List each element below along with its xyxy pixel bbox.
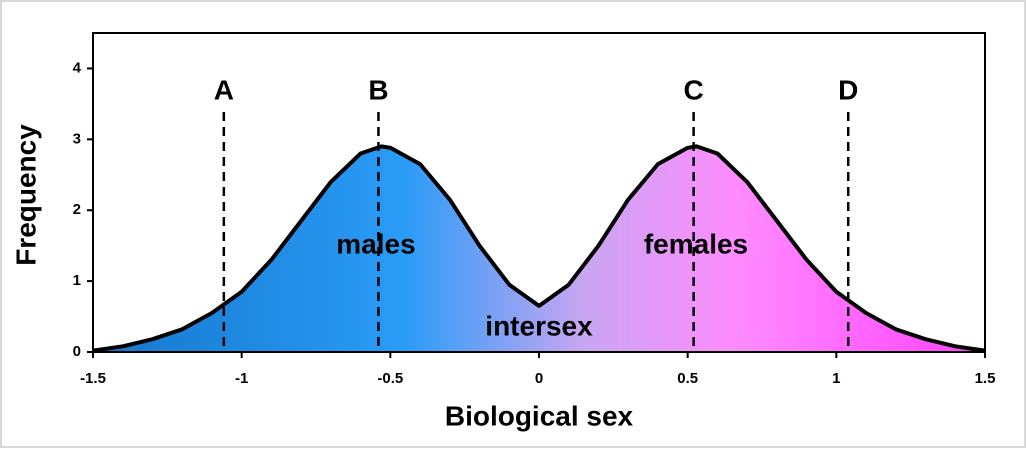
- curve: [92, 144, 986, 353]
- x-tick-label: 0.5: [677, 370, 698, 387]
- y-tick-label: 4: [73, 59, 82, 76]
- reference-label: C: [683, 74, 703, 105]
- reference-label: D: [838, 74, 858, 105]
- x-tick-label: 1: [832, 370, 840, 387]
- y-tick-label: 3: [73, 130, 81, 147]
- area-fill: [93, 146, 985, 352]
- annotation: males: [336, 228, 415, 259]
- x-tick-label: 0: [535, 370, 543, 387]
- y-tick-label: 2: [73, 201, 81, 218]
- annotation: females: [644, 228, 748, 259]
- x-tick-label: 1.5: [975, 370, 996, 387]
- y-tick-label: 0: [73, 343, 81, 360]
- reference-label: A: [214, 74, 234, 105]
- reference-label: B: [368, 74, 388, 105]
- x-tick-label: -1: [235, 370, 248, 387]
- y-axis-title: Frequency: [10, 124, 41, 266]
- x-axis-title: Biological sex: [445, 400, 634, 431]
- annotation: intersex: [485, 310, 593, 341]
- y-tick-label: 1: [73, 272, 81, 289]
- x-tick-label: -1.5: [80, 370, 106, 387]
- x-tick-label: -0.5: [377, 370, 403, 387]
